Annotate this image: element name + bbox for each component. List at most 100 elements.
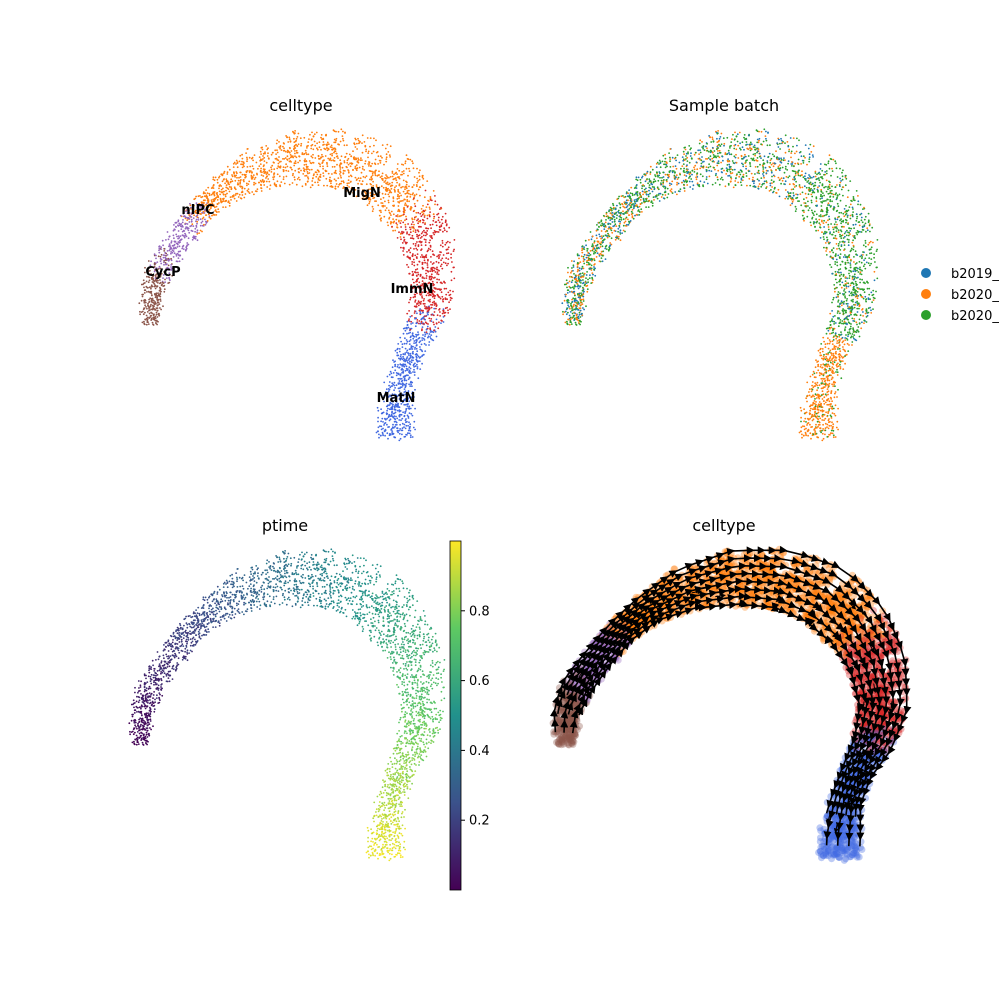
cell-point	[302, 167, 305, 170]
cell-point	[294, 147, 297, 149]
cell-point	[214, 176, 217, 179]
cell-point	[361, 168, 364, 170]
cell-point	[265, 177, 267, 179]
cell-point	[248, 192, 251, 195]
batch-point	[777, 146, 780, 148]
cell-point	[421, 176, 424, 179]
cell-point	[195, 195, 198, 198]
cell-point	[442, 300, 444, 303]
cell-point	[404, 223, 407, 226]
cell-point	[262, 158, 264, 160]
cell-point	[421, 328, 423, 330]
batch-point	[637, 209, 640, 211]
cell-point	[404, 192, 407, 195]
batch-point	[653, 186, 655, 189]
cell-point	[434, 267, 436, 270]
cell-point	[214, 197, 217, 200]
cell-point	[376, 193, 379, 196]
cell-point	[357, 137, 359, 140]
cell-point	[349, 162, 351, 165]
batch-point	[858, 322, 861, 324]
cell-point	[215, 205, 218, 208]
cell-point	[183, 230, 186, 232]
batch-point	[861, 221, 864, 224]
cell-point	[391, 433, 394, 436]
batch-point	[823, 246, 825, 249]
cell-point	[248, 156, 251, 159]
cell-point	[166, 250, 169, 252]
batch-point	[711, 136, 714, 139]
cell-point	[384, 188, 387, 191]
cell-point	[246, 184, 248, 187]
cell-point	[333, 165, 336, 168]
batch-point	[845, 234, 848, 237]
cell-point	[392, 412, 395, 415]
cell-point	[304, 184, 307, 186]
cell-point	[144, 298, 146, 301]
batch-point	[671, 180, 674, 183]
batch-point	[593, 252, 595, 255]
cell-point	[421, 276, 424, 279]
panel-1-points	[138, 128, 456, 442]
cell-point	[402, 357, 405, 360]
cell-point	[435, 260, 438, 263]
cell-point	[423, 229, 425, 232]
cell-point	[396, 417, 399, 420]
batch-point	[711, 183, 714, 186]
cell-point	[447, 252, 450, 255]
cell-point	[448, 294, 451, 297]
cell-point	[373, 137, 375, 140]
batch-point	[820, 193, 822, 196]
cell-point	[329, 153, 332, 156]
cell-point	[239, 154, 242, 157]
batch-point	[819, 351, 822, 354]
cell-point	[419, 273, 422, 276]
cell-point	[408, 371, 410, 373]
cell-point	[424, 189, 427, 192]
cell-point	[443, 314, 446, 317]
batch-point	[717, 160, 720, 163]
cell-point	[265, 161, 268, 164]
cell-point	[400, 429, 403, 432]
cell-point	[163, 250, 166, 252]
cell-point	[365, 183, 368, 186]
batch-point	[734, 131, 736, 134]
cell-point	[392, 416, 395, 419]
cell-point	[380, 408, 382, 411]
cell-point	[409, 425, 411, 428]
batch-point	[582, 298, 585, 301]
cell-point	[325, 177, 328, 180]
cell-point	[413, 305, 416, 308]
batch-point	[684, 171, 686, 174]
cell-point	[402, 254, 405, 256]
cell-point	[157, 304, 159, 306]
cell-point	[427, 258, 429, 261]
cell-point	[335, 152, 338, 155]
batch-point	[624, 195, 627, 198]
batch-point	[809, 432, 812, 435]
cell-point	[424, 333, 427, 336]
cell-point	[390, 376, 393, 379]
batch-point	[693, 168, 696, 171]
cell-point	[334, 141, 337, 144]
cell-point	[327, 143, 330, 146]
batch-point	[668, 173, 670, 176]
cell-point	[380, 425, 383, 428]
cell-point	[372, 150, 375, 153]
cell-point	[291, 168, 293, 171]
cell-point	[389, 433, 392, 436]
cell-point	[310, 155, 313, 158]
cell-point	[413, 374, 416, 376]
cell-point	[290, 166, 292, 169]
cell-point	[404, 427, 407, 430]
batch-point	[853, 261, 855, 263]
cell-point	[159, 267, 162, 270]
cell-point	[423, 259, 426, 262]
cell-point	[139, 310, 141, 313]
cell-point	[418, 320, 421, 322]
cell-point	[312, 148, 315, 151]
cell-point	[357, 161, 360, 164]
cell-point	[412, 167, 415, 170]
cell-point	[258, 181, 260, 184]
batch-point	[594, 274, 597, 277]
